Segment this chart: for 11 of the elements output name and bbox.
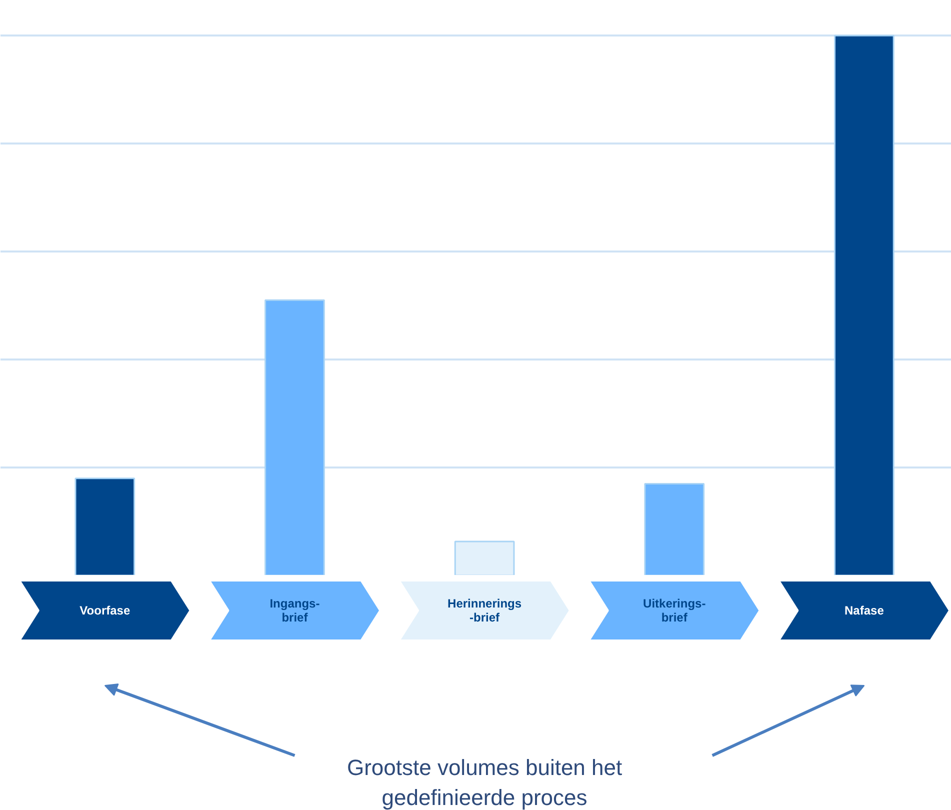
bar xyxy=(834,34,894,575)
bar xyxy=(264,299,325,575)
text: Grootste volumes buiten het gedefinieerde proces xyxy=(346,755,622,810)
x-tick-label: Uitkerings- brief xyxy=(643,596,706,624)
bar xyxy=(74,478,136,575)
bar xyxy=(644,482,705,575)
x-tick-label: Ingangs- brief xyxy=(270,596,320,624)
x-tick-label: Voorfase xyxy=(80,604,130,618)
bar xyxy=(454,540,515,575)
x-tick-label: Nafase xyxy=(844,604,884,618)
x-tick-label: Herinnerings -brief xyxy=(448,596,522,624)
